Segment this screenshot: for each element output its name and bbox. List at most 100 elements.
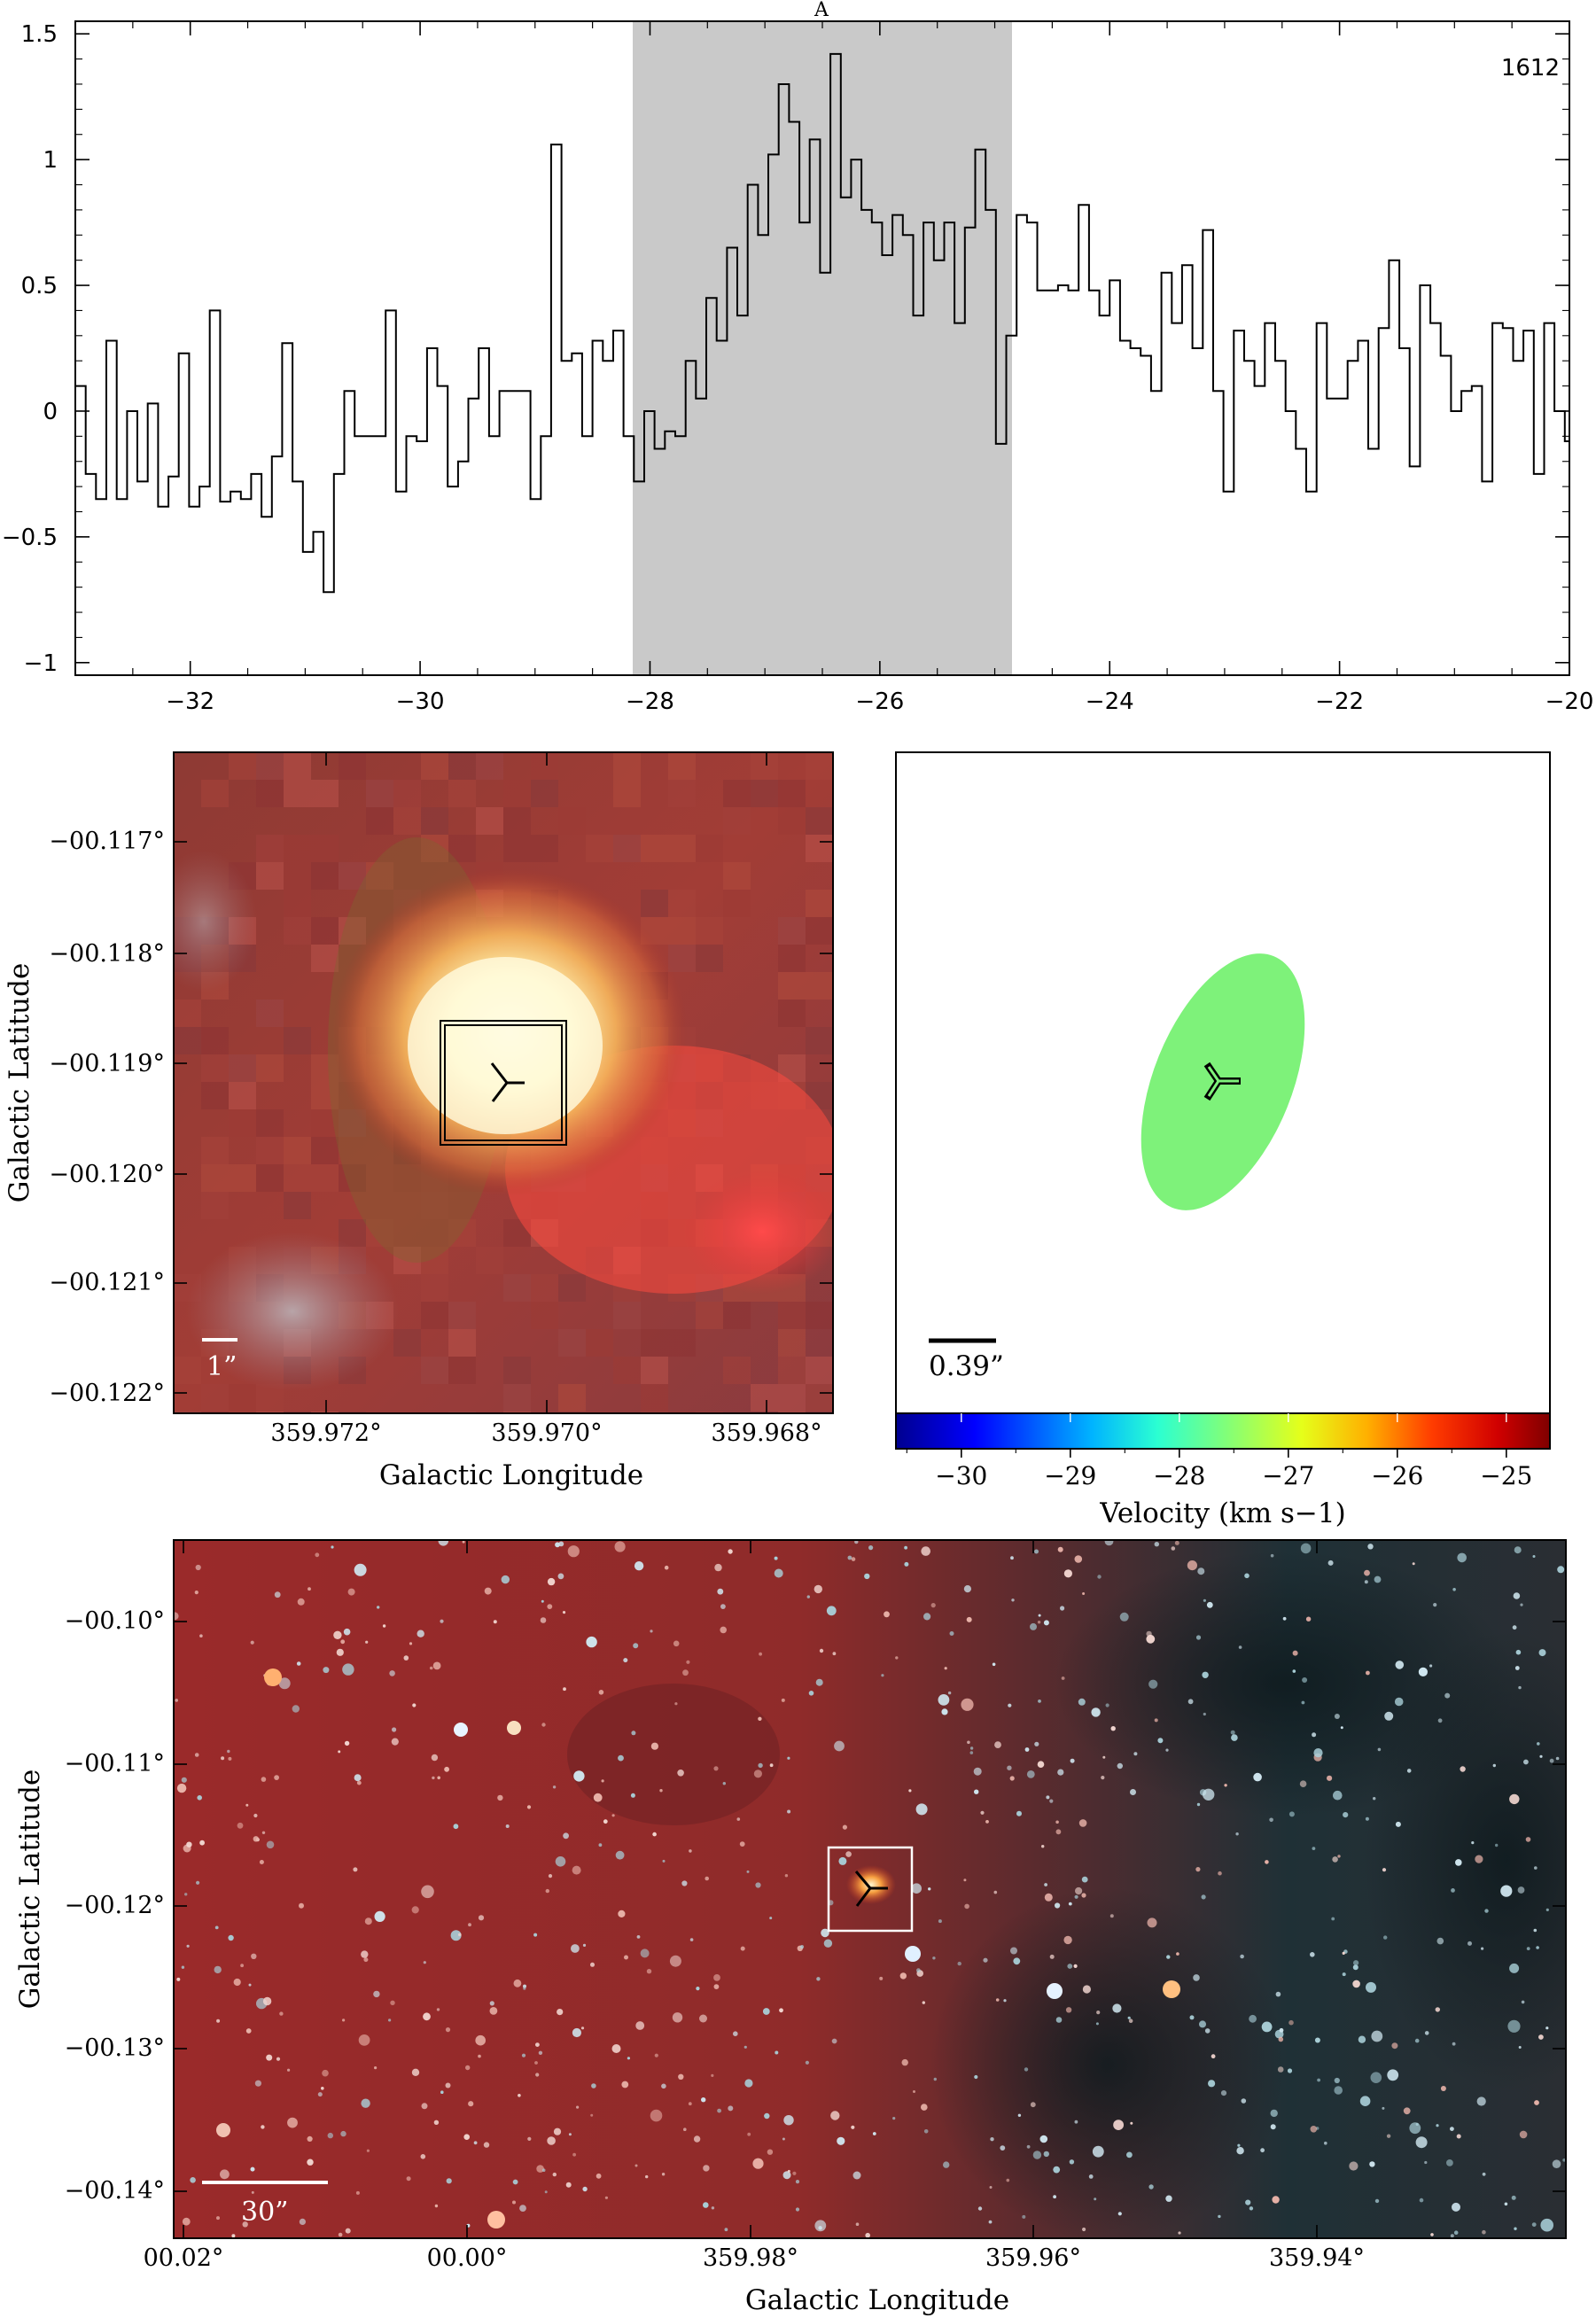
field-star	[1300, 1543, 1312, 1554]
zoom-pixel	[806, 917, 833, 945]
field-star	[762, 2008, 770, 2015]
field-star	[744, 2079, 753, 2088]
zoom-xtick-2: 359.968°	[711, 1420, 821, 1447]
field-star	[1044, 1893, 1053, 1902]
field-star	[1536, 1946, 1539, 1949]
field-star	[1097, 1575, 1102, 1579]
field-star	[650, 2109, 663, 2122]
field-star	[1532, 1555, 1536, 1558]
field-star	[445, 2027, 451, 2033]
field-star	[1117, 2212, 1122, 2216]
field-star	[1253, 1772, 1262, 1782]
zoom-ytick-2: −00.119°	[49, 1050, 165, 1077]
field-star	[411, 1906, 419, 1914]
field-star	[323, 1667, 330, 1674]
colorbar-tick-label: −29	[1044, 1461, 1096, 1490]
field-star	[1313, 1748, 1323, 1758]
colorbar-ticks: −30 −29 −28 −27 −26 −25	[906, 1413, 1532, 1490]
zoom-pixel	[201, 1164, 229, 1192]
field-star	[851, 2125, 855, 2129]
field-star	[242, 2221, 248, 2228]
zoom-pixel	[503, 1357, 531, 1384]
field-star	[1476, 2096, 1486, 2106]
field-star	[182, 2217, 191, 2226]
field-star	[1301, 1700, 1305, 1705]
field-star	[582, 2186, 588, 2192]
field-star	[1224, 1784, 1227, 1787]
field-star	[1337, 1855, 1341, 1858]
field-star	[446, 2178, 452, 2184]
field-star	[701, 2097, 706, 2103]
field-star	[1003, 1999, 1007, 2003]
field-star	[672, 2012, 683, 2023]
field-star	[1130, 1789, 1136, 1795]
wide-field-scalebar-label: 30”	[241, 2197, 289, 2228]
zoom-axis-ticks	[174, 752, 833, 1413]
field-star	[722, 1782, 726, 1785]
field-star	[1312, 1847, 1316, 1851]
field-star	[1193, 1974, 1200, 1981]
field-star	[377, 1606, 380, 1609]
field-star	[1081, 1893, 1086, 1898]
velocity-colorbar	[895, 1412, 1551, 1450]
field-star	[412, 1703, 417, 1707]
zoom-pixel	[201, 1027, 229, 1054]
field-star	[677, 1770, 684, 1777]
field-star	[1373, 1797, 1376, 1801]
zoom-pixel	[503, 1384, 531, 1412]
field-star	[354, 1563, 367, 1576]
field-star	[994, 1741, 1001, 1748]
zoom-pixel	[641, 1329, 668, 1357]
field-star	[913, 2090, 915, 2093]
field-star	[974, 2074, 978, 2080]
field-star	[221, 1756, 225, 1761]
field-star	[1202, 1671, 1209, 1679]
field-star	[184, 1893, 188, 1896]
field-star	[1433, 1603, 1437, 1607]
field-star	[744, 2045, 747, 2049]
field-star	[633, 1643, 639, 1649]
field-star	[834, 1740, 845, 1752]
field-star	[1074, 2120, 1078, 2124]
field-star	[944, 1667, 947, 1670]
field-star	[621, 2081, 629, 2089]
zoom-scalebar-label: 1”	[206, 1351, 237, 1382]
zoom-pixel	[778, 917, 806, 945]
field-star	[548, 1874, 553, 1879]
field-star	[327, 2132, 333, 2139]
field-star	[287, 2117, 298, 2128]
field-star	[1011, 1598, 1015, 1602]
field-star	[440, 2090, 444, 2094]
field-star	[908, 1789, 912, 1793]
field-star	[358, 2034, 370, 2046]
field-star	[1211, 2054, 1216, 2059]
field-star	[753, 1770, 763, 1778]
field-star	[1010, 1947, 1017, 1955]
field-star	[572, 2152, 576, 2157]
zoom-pixel	[311, 1082, 339, 1109]
field-star	[815, 1678, 823, 1686]
wide-field-scalebar: 30”	[202, 2181, 328, 2228]
field-star	[1451, 1888, 1455, 1893]
zoom-pixel	[531, 752, 558, 780]
zoom-pixel	[531, 780, 558, 807]
field-star	[1334, 2086, 1343, 2095]
field-star	[1382, 2106, 1385, 2110]
field-star	[746, 1870, 750, 1873]
zoom-pixel	[201, 1412, 229, 1413]
spectrum-xtick-label: −22	[1315, 688, 1364, 715]
field-star	[966, 1616, 972, 1622]
field-star	[512, 2179, 518, 2185]
zoom-pixel	[448, 752, 476, 780]
field-star	[1030, 2102, 1036, 2108]
field-star	[340, 2130, 346, 2137]
field-star	[1327, 1560, 1334, 1566]
field-star	[278, 1677, 291, 1690]
field-star	[895, 1656, 899, 1660]
field-star	[237, 1822, 244, 1829]
field-star	[1102, 1755, 1106, 1759]
field-star	[963, 1585, 971, 1593]
field-star	[899, 1972, 907, 1980]
field-star	[1006, 2178, 1010, 2182]
field-star	[1203, 1788, 1215, 1801]
